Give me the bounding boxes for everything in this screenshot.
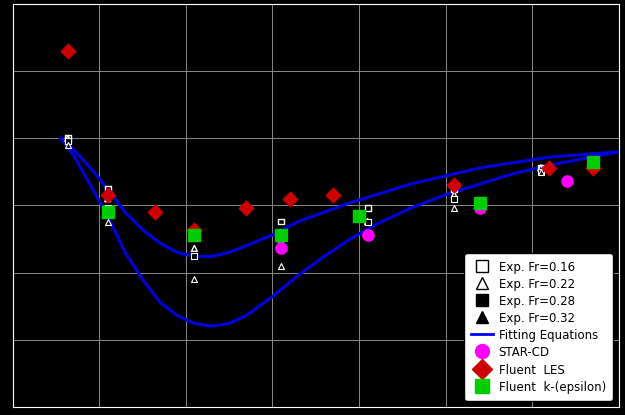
Point [149,209,159,215]
Point [189,232,199,238]
Point [276,218,286,225]
Point [102,218,112,225]
Point [588,159,598,166]
Point [63,142,73,148]
Point [588,159,598,166]
Point [284,195,294,202]
Point [544,164,554,171]
Point [241,205,251,211]
Point [102,209,112,215]
Point [189,226,199,233]
Point [588,159,598,166]
Point [536,168,546,175]
Point [449,182,459,188]
Point [475,205,485,211]
Point [189,226,199,233]
Point [189,245,199,251]
Point [449,191,459,198]
Point [276,245,286,251]
Point [588,164,598,171]
Point [276,245,286,251]
Point [449,186,459,193]
Point [362,232,372,238]
Point [189,253,199,260]
Point [449,205,459,211]
Point [276,236,286,242]
Point [536,168,546,175]
Point [102,195,112,202]
Point [362,232,372,238]
Point [562,178,572,185]
Point [362,218,372,225]
Point [63,138,73,144]
Point [449,195,459,202]
Point [362,205,372,211]
Point [276,232,286,238]
Point [475,200,485,206]
Point [588,159,598,166]
Point [102,186,112,193]
Point [354,213,364,220]
Point [588,159,598,166]
Point [276,262,286,269]
Point [189,276,199,283]
Point [63,48,73,54]
Legend: Exp. Fr=0.16, Exp. Fr=0.22, Exp. Fr=0.28, Exp. Fr=0.32, Fitting Equations, STAR-: Exp. Fr=0.16, Exp. Fr=0.22, Exp. Fr=0.28… [464,254,613,401]
Point [536,164,546,171]
Point [328,191,338,198]
Point [102,205,112,211]
Point [102,191,112,198]
Point [63,135,73,142]
Point [63,135,73,142]
Point [536,164,546,171]
Point [362,218,372,225]
